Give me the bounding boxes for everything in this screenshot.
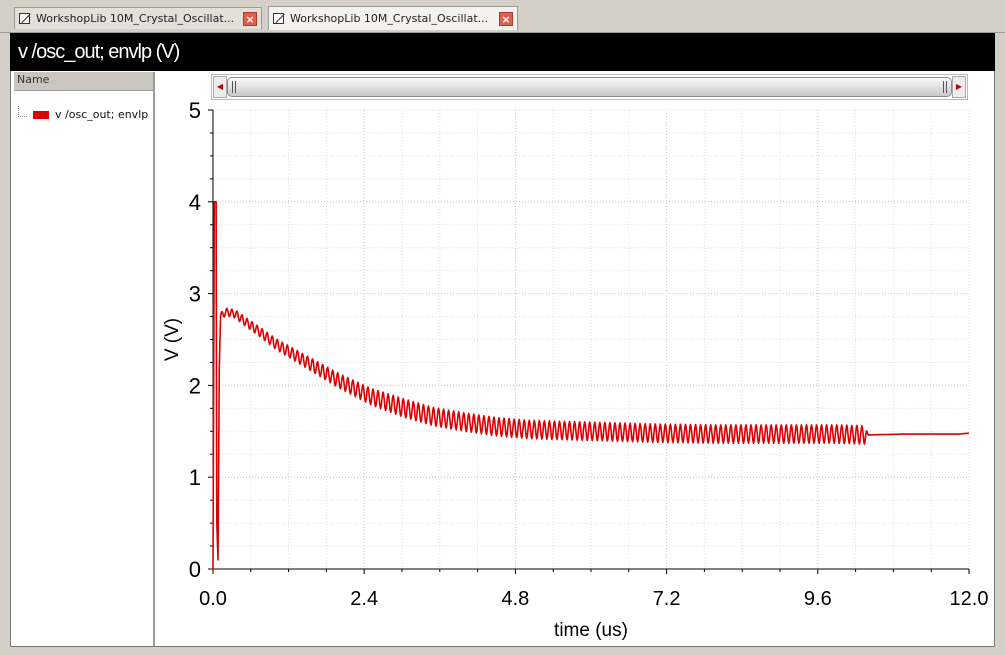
tree-connector <box>18 106 27 117</box>
close-icon[interactable]: × <box>499 11 513 26</box>
x-tick-label: 12.0 <box>950 588 989 610</box>
tab-bar: WorkshopLib 10M_Crystal_Oscillat... × Wo… <box>0 0 1005 33</box>
y-tick-label: 4 <box>189 190 201 215</box>
tab-label: WorkshopLib 10M_Crystal_Oscillat... <box>36 12 235 25</box>
x-tick-label: 9.6 <box>804 588 832 610</box>
x-tick-label: 2.4 <box>350 588 378 610</box>
document-icon <box>19 13 30 24</box>
legend-item[interactable]: v /osc_out; envlp <box>18 106 149 121</box>
y-axis-title: V (V) <box>162 318 183 361</box>
series-line-osc-out-envlp <box>212 201 970 570</box>
x-tick-label: 4.8 <box>501 588 529 610</box>
tab-label: WorkshopLib 10M_Crystal_Oscillat... <box>290 12 489 25</box>
plot-frame <box>10 71 995 647</box>
x-zoom-scrollbar[interactable]: ◀ ▶ <box>211 74 968 100</box>
y-tick-label: 5 <box>189 100 201 123</box>
x-tick-label: 0.0 <box>199 588 227 610</box>
scroll-thumb[interactable] <box>227 77 952 97</box>
y-tick-label: 2 <box>189 373 201 398</box>
y-tick-label: 0 <box>189 557 201 582</box>
y-tick-label: 1 <box>189 465 201 490</box>
x-axis-title: time (us) <box>554 620 628 641</box>
thumb-grip-right[interactable] <box>943 81 947 93</box>
legend-panel: Name v /osc_out; envlp <box>14 72 155 646</box>
tab-workshoplib-2[interactable]: WorkshopLib 10M_Crystal_Oscillat... × <box>268 6 518 30</box>
document-icon <box>273 13 284 24</box>
legend-item-label: v /osc_out; envlp <box>55 108 149 121</box>
plot-window-title: v /osc_out; envlp (V) <box>10 33 995 71</box>
legend-swatch <box>33 110 49 119</box>
close-icon[interactable]: × <box>243 11 257 26</box>
waveform-plot: 0 1 2 3 4 5 0.0 2.4 4.8 7.2 9.6 12.0 time (us) V (V) <box>162 100 989 641</box>
y-tick-label: 3 <box>189 282 201 307</box>
scroll-right-arrow-icon[interactable]: ▶ <box>952 76 966 98</box>
x-tick-label: 7.2 <box>653 588 681 610</box>
legend-header[interactable]: Name <box>14 72 153 91</box>
thumb-grip-left[interactable] <box>232 81 236 93</box>
scroll-left-arrow-icon[interactable]: ◀ <box>213 76 227 98</box>
tab-workshoplib-1[interactable]: WorkshopLib 10M_Crystal_Oscillat... × <box>14 7 262 29</box>
